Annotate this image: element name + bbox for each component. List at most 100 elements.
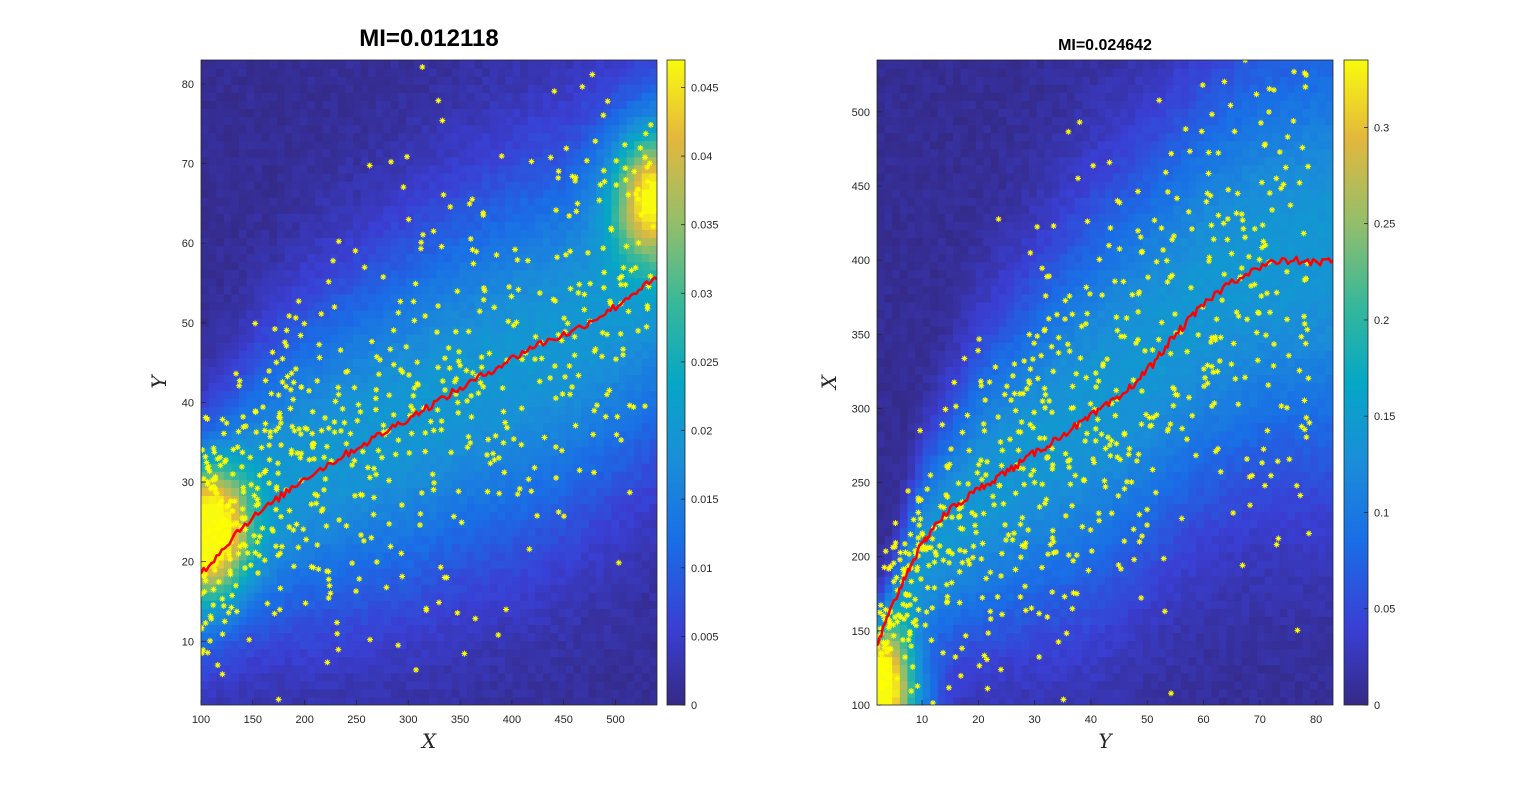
left-heatmap-cell — [375, 92, 384, 101]
left-heatmap-cell — [269, 600, 278, 609]
left-heatmap-cell — [353, 221, 362, 230]
left-heatmap-cell — [345, 277, 354, 287]
left-heatmap-cell — [261, 479, 270, 488]
left-heatmap-cell — [451, 680, 460, 690]
left-heatmap-cell — [535, 471, 544, 480]
left-heatmap-cell — [565, 350, 574, 359]
left-heatmap-cell — [246, 318, 255, 327]
left-heatmap-cell — [626, 648, 635, 658]
left-scatter-point — [422, 448, 429, 455]
left-heatmap-cell — [543, 640, 552, 650]
left-heatmap-cell — [413, 624, 422, 634]
left-heatmap-cell — [634, 60, 643, 69]
left-heatmap-cell — [474, 559, 483, 569]
left-scatter-point — [232, 582, 239, 589]
left-heatmap-cell — [611, 245, 620, 255]
left-heatmap-cell — [231, 301, 240, 311]
left-heatmap-cell — [512, 422, 521, 432]
left-heatmap-cell — [497, 414, 506, 424]
left-heatmap-cell — [330, 60, 339, 69]
left-heatmap-cell — [322, 205, 331, 214]
left-heatmap-cell — [330, 140, 339, 150]
left-heatmap-cell — [368, 438, 377, 448]
left-heatmap-cell — [391, 406, 400, 416]
left-heatmap-cell — [558, 221, 567, 230]
left-scatter-point — [560, 513, 567, 520]
left-heatmap-cell — [505, 229, 514, 238]
left-heatmap-cell — [216, 398, 225, 408]
left-heatmap-cell — [619, 197, 628, 206]
left-heatmap-cell — [474, 438, 483, 448]
left-heatmap-cell — [626, 576, 635, 585]
left-heatmap-cell — [201, 132, 210, 142]
left-heatmap-cell — [451, 463, 460, 472]
left-scatter-point — [446, 365, 453, 372]
left-heatmap-cell — [239, 100, 248, 109]
left-heatmap-cell — [284, 495, 293, 505]
left-heatmap-cell — [345, 197, 354, 206]
left-heatmap-cell — [368, 100, 377, 109]
left-heatmap-cell — [619, 688, 628, 698]
left-heatmap-cell — [246, 511, 255, 521]
left-heatmap-cell — [239, 680, 248, 690]
left-heatmap-cell — [634, 108, 643, 118]
left-heatmap-cell — [527, 189, 536, 198]
left-heatmap-cell — [231, 269, 240, 279]
left-heatmap-cell — [611, 253, 620, 263]
left-heatmap-cell — [353, 519, 362, 529]
left-heatmap-cell — [223, 309, 232, 319]
left-heatmap-cell — [223, 656, 232, 666]
left-heatmap-cell — [588, 511, 597, 521]
left-heatmap-cell — [641, 527, 650, 537]
left-heatmap-cell — [383, 108, 392, 118]
left-heatmap-cell — [239, 334, 248, 343]
left-heatmap-cell — [254, 334, 263, 343]
left-heatmap-cell — [398, 213, 407, 222]
left-heatmap-cell — [254, 60, 263, 69]
left-heatmap-cell — [353, 616, 362, 625]
left-heatmap-cell — [512, 495, 521, 505]
left-heatmap-cell — [634, 511, 643, 521]
left-heatmap-cell — [482, 269, 491, 279]
left-heatmap-cell — [451, 229, 460, 238]
left-heatmap-cell — [421, 535, 430, 545]
left-heatmap-cell — [543, 301, 552, 311]
left-heatmap-cell — [208, 205, 217, 214]
left-heatmap-cell — [406, 632, 415, 642]
left-heatmap-cell — [330, 632, 339, 642]
left-heatmap-cell — [588, 438, 597, 448]
left-heatmap-cell — [307, 463, 316, 472]
left-heatmap-cell — [527, 68, 536, 77]
left-heatmap-cell — [573, 350, 582, 359]
left-heatmap-cell — [611, 479, 620, 488]
left-heatmap-cell — [634, 132, 643, 142]
left-heatmap-cell — [467, 519, 476, 529]
left-heatmap-cell — [345, 664, 354, 674]
left-heatmap-cell — [467, 76, 476, 85]
left-heatmap-cell — [619, 640, 628, 650]
left-heatmap-cell — [337, 132, 346, 142]
left-heatmap-cell — [330, 84, 339, 93]
left-heatmap-cell — [482, 414, 491, 424]
left-heatmap-cell — [375, 680, 384, 690]
left-heatmap-cell — [391, 116, 400, 126]
left-heatmap-cell — [482, 519, 491, 529]
left-heatmap-cell — [489, 116, 498, 126]
left-heatmap-cell — [254, 640, 263, 650]
left-heatmap-cell — [201, 100, 210, 109]
left-heatmap-cell — [626, 180, 635, 190]
left-heatmap-cell — [634, 406, 643, 416]
left-heatmap-cell — [231, 495, 240, 505]
left-heatmap-cell — [581, 519, 590, 529]
left-heatmap-cell — [315, 656, 324, 666]
left-heatmap-cell — [634, 124, 643, 134]
left-heatmap-cell — [277, 430, 286, 440]
left-heatmap-cell — [421, 624, 430, 634]
left-heatmap-cell — [208, 455, 217, 464]
left-scatter-point — [244, 550, 251, 557]
left-heatmap-cell — [550, 309, 559, 319]
left-heatmap-cell — [603, 76, 612, 85]
left-heatmap-cell — [383, 156, 392, 166]
left-heatmap-cell — [596, 213, 605, 222]
left-heatmap-cell — [360, 108, 369, 118]
